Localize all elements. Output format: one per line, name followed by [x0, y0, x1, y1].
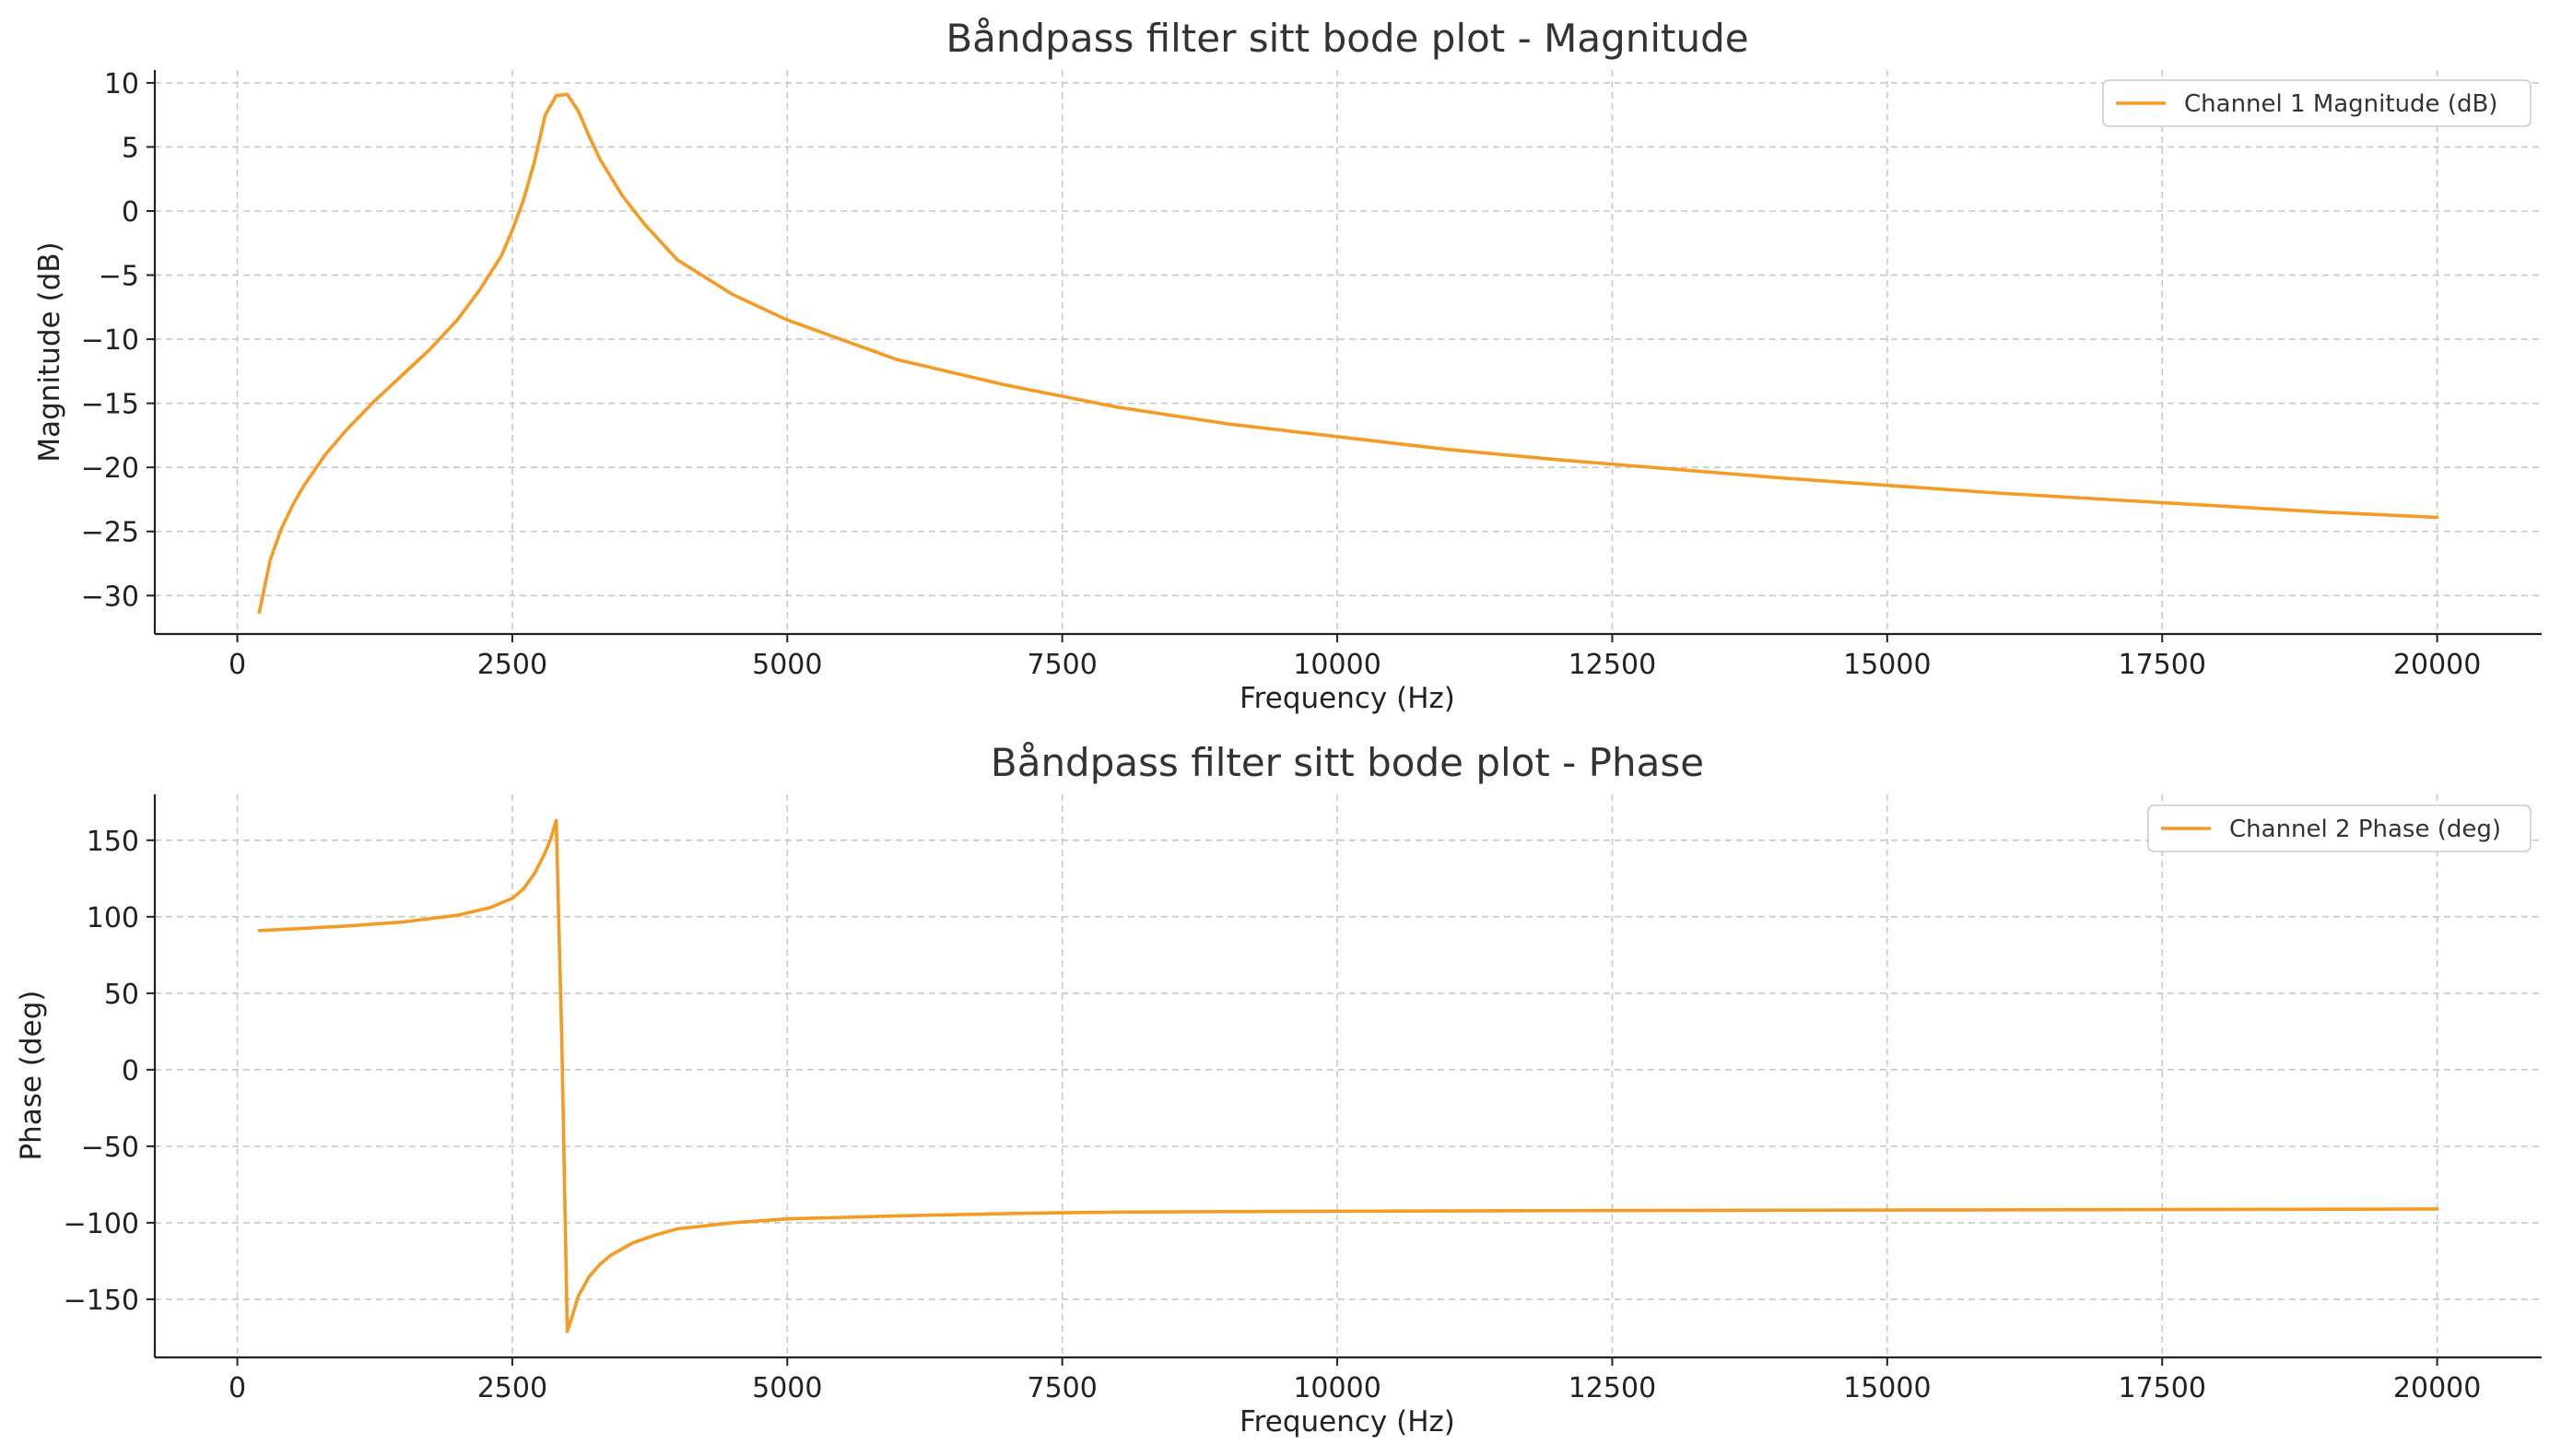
- phase-x-tick-label: 12500: [1568, 1372, 1656, 1404]
- phase-y-tick-label: 150: [87, 826, 139, 858]
- magnitude-y-tick-label: 5: [122, 132, 139, 164]
- phase-y-tick-label: −150: [64, 1285, 139, 1317]
- magnitude-x-tick-label: 15000: [1843, 649, 1931, 681]
- magnitude-series-line: [257, 92, 2439, 615]
- magnitude-subplot: Båndpass filter sitt bode plot - Magnitu…: [33, 16, 2542, 715]
- magnitude-x-tick-label: 5000: [752, 649, 822, 681]
- magnitude-x-axis-label: Frequency (Hz): [1239, 682, 1455, 715]
- magnitude-y-tick-label: −30: [81, 581, 139, 613]
- phase-y-tick-label: −50: [81, 1132, 139, 1164]
- phase-x-tick-label: 5000: [752, 1372, 822, 1404]
- magnitude-y-tick-label: −15: [81, 389, 139, 421]
- phase-legend-label: Channel 2 Phase (deg): [2229, 816, 2501, 843]
- magnitude-x-tick-label: 2500: [477, 649, 547, 681]
- phase-legend-box: [2147, 804, 2532, 852]
- phase-x-tick-label: 15000: [1843, 1372, 1931, 1404]
- magnitude-legend-label: Channel 1 Magnitude (dB): [2184, 90, 2497, 118]
- magnitude-legend-box: [2102, 79, 2532, 127]
- magnitude-chart-title: Båndpass filter sitt bode plot - Magnitu…: [946, 16, 1748, 61]
- phase-subplot: Båndpass filter sitt bode plot - Phase 0…: [15, 740, 2542, 1438]
- phase-legend: Channel 2 Phase (deg): [2147, 804, 2532, 852]
- magnitude-y-tick-label: −10: [81, 324, 139, 357]
- phase-x-tick-label: 7500: [1027, 1372, 1097, 1404]
- phase-y-tick-label: −100: [64, 1208, 139, 1240]
- magnitude-y-tick-label: −20: [81, 452, 139, 485]
- phase-x-tick-label: 20000: [2393, 1372, 2481, 1404]
- phase-y-tick-label: 100: [87, 902, 139, 934]
- magnitude-x-tick-label: 20000: [2393, 649, 2481, 681]
- magnitude-y-tick-label: −25: [81, 517, 139, 549]
- magnitude-x-tick-label: 7500: [1027, 649, 1097, 681]
- magnitude-y-tick-label: 10: [104, 68, 139, 100]
- magnitude-x-tick-label: 10000: [1293, 649, 1380, 681]
- phase-chart-title: Båndpass filter sitt bode plot - Phase: [991, 740, 1704, 785]
- phase-x-axis-label: Frequency (Hz): [1239, 1405, 1455, 1438]
- magnitude-x-tick-label: 12500: [1568, 649, 1656, 681]
- phase-x-tick-label: 10000: [1293, 1372, 1380, 1404]
- phase-series-line: [257, 818, 2439, 1333]
- phase-x-tick-label: 0: [229, 1372, 246, 1404]
- magnitude-x-tick-label: 0: [229, 649, 246, 681]
- magnitude-y-tick-label: 0: [122, 196, 139, 229]
- phase-x-tick-label: 17500: [2119, 1372, 2206, 1404]
- phase-y-tick-label: 50: [104, 979, 139, 1011]
- magnitude-x-tick-label: 17500: [2119, 649, 2206, 681]
- magnitude-y-tick-label: −5: [99, 261, 139, 293]
- magnitude-legend: Channel 1 Magnitude (dB): [2102, 79, 2532, 127]
- phase-y-tick-label: 0: [122, 1055, 139, 1087]
- phase-y-axis-label: Phase (deg): [15, 990, 48, 1160]
- magnitude-y-axis-label: Magnitude (dB): [33, 241, 66, 462]
- phase-x-tick-label: 2500: [477, 1372, 547, 1404]
